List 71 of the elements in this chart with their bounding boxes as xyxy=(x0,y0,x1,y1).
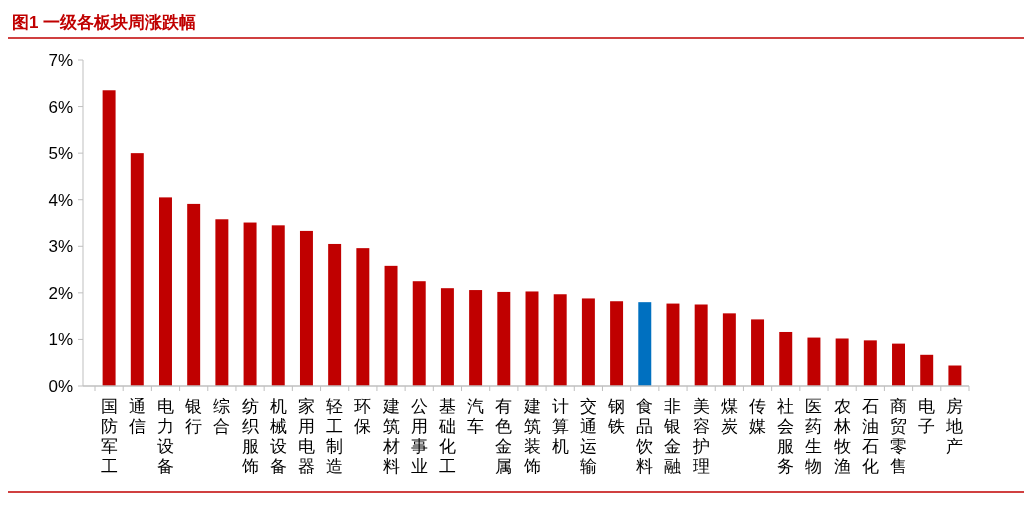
bar xyxy=(779,331,793,386)
bar xyxy=(807,337,821,386)
x-tick-label: 建筑装饰 xyxy=(522,397,541,476)
bar xyxy=(384,265,398,386)
x-tick-label: 房地产 xyxy=(945,397,964,456)
bar xyxy=(102,90,116,386)
x-tick-label: 交通运输 xyxy=(579,397,597,476)
x-tick-label: 医药生物 xyxy=(805,397,823,476)
bar xyxy=(694,304,708,386)
bar xyxy=(835,338,849,386)
x-tick-label: 商贸零售 xyxy=(890,397,908,476)
x-tick-label: 非银金融 xyxy=(663,397,682,476)
x-tick-label: 计算机 xyxy=(551,397,569,456)
x-tick-label: 钢铁 xyxy=(607,397,626,436)
chart-title: 图1 一级各板块周涨跌幅 xyxy=(12,13,197,32)
x-tick-label: 公用事业 xyxy=(410,397,428,476)
x-tick-label: 石油石化 xyxy=(861,397,879,476)
bar xyxy=(892,343,905,386)
x-tick-label: 煤炭 xyxy=(720,397,738,436)
x-tick-label: 建筑材料 xyxy=(381,397,400,476)
y-tick-label: 6% xyxy=(48,97,73,117)
y-tick-label: 3% xyxy=(48,237,73,257)
bar xyxy=(215,219,229,386)
x-tick-label: 国防军工 xyxy=(100,397,118,476)
x-tick-label: 社会服务 xyxy=(777,397,795,476)
bar xyxy=(497,291,511,386)
x-tick-label: 机械设备 xyxy=(269,397,287,476)
y-tick-label: 5% xyxy=(48,144,73,164)
x-tick-label: 环保 xyxy=(354,397,372,436)
x-tick-label: 纺织服饰 xyxy=(240,397,259,476)
x-tick-label: 通信 xyxy=(128,397,146,436)
x-tick-label: 传媒 xyxy=(749,397,767,436)
bar xyxy=(525,291,539,386)
bar xyxy=(638,302,652,386)
x-tick-label: 轻工制造 xyxy=(326,397,344,476)
y-tick-label: 0% xyxy=(48,376,73,396)
bar xyxy=(271,225,285,386)
bar xyxy=(722,313,736,386)
bar xyxy=(328,243,342,386)
x-tick-label: 汽车 xyxy=(467,397,485,436)
x-tick-label: 农林牧渔 xyxy=(832,397,851,476)
bar xyxy=(469,290,483,386)
bar xyxy=(553,294,567,386)
bar xyxy=(412,281,426,386)
x-tick-label: 有色金属 xyxy=(495,397,513,476)
y-tick-label: 2% xyxy=(48,283,73,303)
x-tick-label: 美容护理 xyxy=(691,397,710,476)
y-tick-label: 7% xyxy=(48,50,73,70)
x-tick-label: 家用电器 xyxy=(297,397,315,476)
bar xyxy=(299,230,313,386)
bar xyxy=(159,197,172,386)
bar xyxy=(243,222,257,386)
x-tick-label: 银行 xyxy=(184,397,203,436)
bar xyxy=(948,365,962,386)
bar xyxy=(666,303,680,386)
x-tick-label: 综合 xyxy=(213,397,231,436)
bar xyxy=(863,340,877,386)
bar xyxy=(610,301,624,386)
bar xyxy=(187,203,201,386)
y-tick-label: 4% xyxy=(48,190,73,210)
x-tick-label: 电子 xyxy=(918,397,936,436)
bar xyxy=(440,288,454,386)
bar xyxy=(751,319,765,386)
bar xyxy=(130,153,144,386)
x-tick-label: 食品饮料 xyxy=(635,397,654,476)
bar xyxy=(356,248,370,386)
y-tick-label: 1% xyxy=(48,330,73,350)
x-tick-label: 基础化工 xyxy=(437,397,456,476)
x-tick-label: 电力设备 xyxy=(156,397,174,476)
bar xyxy=(581,298,595,386)
bar xyxy=(920,354,934,386)
